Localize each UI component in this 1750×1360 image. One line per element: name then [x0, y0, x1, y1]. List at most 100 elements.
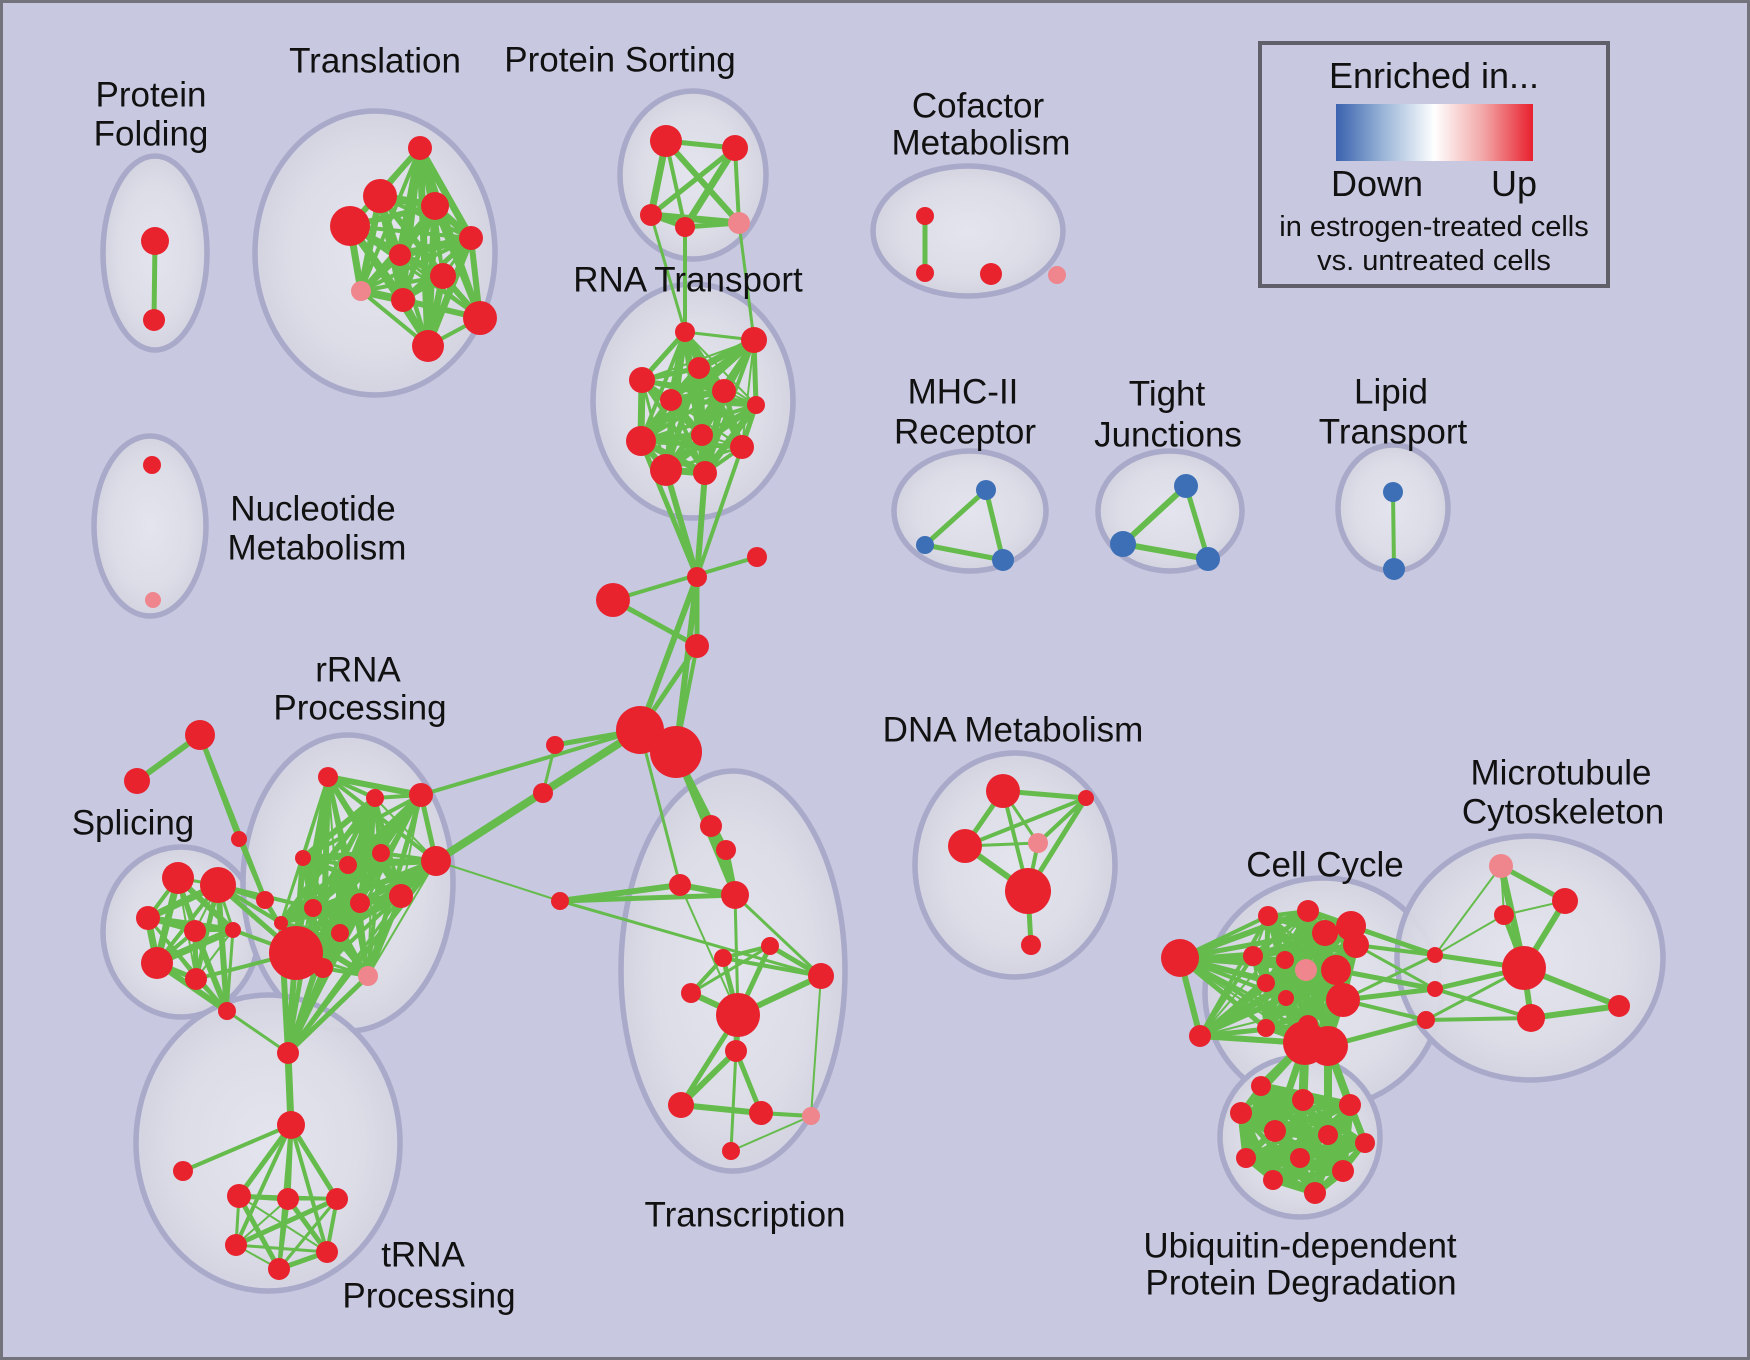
gene-set-node[interactable] [640, 204, 662, 226]
gene-set-node[interactable] [688, 357, 710, 379]
gene-set-node[interactable] [681, 983, 701, 1003]
gene-set-node[interactable] [1258, 906, 1278, 926]
gene-set-node[interactable] [716, 993, 760, 1037]
gene-set-node[interactable] [227, 1184, 251, 1208]
gene-set-node[interactable] [1230, 1102, 1252, 1124]
gene-set-node[interactable] [1318, 1125, 1338, 1145]
gene-set-node[interactable] [1236, 1148, 1256, 1168]
gene-set-node[interactable] [225, 922, 241, 938]
gene-set-node[interactable] [976, 480, 996, 500]
gene-set-node[interactable] [173, 1161, 193, 1181]
gene-set-node[interactable] [1427, 947, 1443, 963]
gene-set-node[interactable] [1276, 951, 1294, 969]
gene-set-node[interactable] [1608, 995, 1630, 1017]
gene-set-node[interactable] [389, 244, 411, 266]
gene-set-node[interactable] [351, 281, 371, 301]
gene-set-node[interactable] [389, 884, 413, 908]
gene-set-node[interactable] [1326, 983, 1360, 1017]
gene-set-node[interactable] [1383, 482, 1403, 502]
gene-set-node[interactable] [1257, 974, 1275, 992]
gene-set-node[interactable] [761, 937, 779, 955]
gene-set-node[interactable] [1021, 935, 1041, 955]
gene-set-node[interactable] [1264, 1120, 1286, 1142]
gene-set-node[interactable] [650, 726, 702, 778]
gene-set-node[interactable] [184, 920, 206, 942]
gene-set-node[interactable] [669, 874, 691, 896]
gene-set-node[interactable] [185, 968, 207, 990]
gene-set-node[interactable] [1489, 854, 1513, 878]
gene-set-node[interactable] [218, 1002, 236, 1020]
gene-set-node[interactable] [1297, 900, 1319, 922]
gene-set-node[interactable] [1339, 1094, 1361, 1116]
gene-set-node[interactable] [722, 1142, 740, 1160]
gene-set-node[interactable] [330, 206, 370, 246]
gene-set-node[interactable] [1383, 558, 1405, 580]
gene-set-node[interactable] [350, 893, 370, 913]
gene-set-node[interactable] [1290, 1148, 1310, 1168]
gene-set-node[interactable] [629, 367, 655, 393]
gene-set-node[interactable] [1196, 547, 1220, 571]
gene-set-node[interactable] [1028, 833, 1048, 853]
gene-set-node[interactable] [277, 1111, 305, 1139]
gene-set-node[interactable] [274, 916, 288, 930]
gene-set-node[interactable] [1355, 1133, 1375, 1153]
gene-set-node[interactable] [459, 226, 483, 250]
gene-set-node[interactable] [980, 263, 1002, 285]
gene-set-node[interactable] [741, 327, 767, 353]
gene-set-node[interactable] [162, 862, 194, 894]
gene-set-node[interactable] [1005, 868, 1051, 914]
gene-set-node[interactable] [700, 815, 722, 837]
gene-set-node[interactable] [124, 768, 150, 794]
gene-set-node[interactable] [712, 379, 736, 403]
gene-set-node[interactable] [1321, 955, 1351, 985]
gene-set-node[interactable] [1332, 1160, 1354, 1182]
gene-set-node[interactable] [463, 301, 497, 335]
gene-set-node[interactable] [722, 135, 748, 161]
gene-set-node[interactable] [141, 227, 169, 255]
gene-set-node[interactable] [747, 547, 767, 567]
gene-set-node[interactable] [316, 1241, 338, 1263]
gene-set-node[interactable] [366, 789, 384, 807]
gene-set-node[interactable] [916, 264, 934, 282]
gene-set-node[interactable] [1312, 920, 1338, 946]
gene-set-node[interactable] [145, 592, 161, 608]
gene-set-node[interactable] [533, 783, 553, 803]
gene-set-node[interactable] [675, 217, 695, 237]
gene-set-node[interactable] [1552, 888, 1578, 914]
gene-set-node[interactable] [185, 720, 215, 750]
gene-set-node[interactable] [747, 396, 765, 414]
gene-set-node[interactable] [675, 322, 695, 342]
gene-set-node[interactable] [714, 949, 732, 967]
gene-set-node[interactable] [268, 1258, 290, 1280]
gene-set-node[interactable] [1251, 1076, 1271, 1096]
gene-set-node[interactable] [363, 179, 397, 213]
gene-set-node[interactable] [277, 1188, 299, 1210]
gene-set-node[interactable] [225, 1234, 247, 1256]
gene-set-node[interactable] [916, 207, 934, 225]
gene-set-node[interactable] [1517, 1004, 1545, 1032]
gene-set-node[interactable] [1243, 946, 1263, 966]
gene-set-node[interactable] [650, 125, 682, 157]
gene-set-node[interactable] [143, 456, 161, 474]
gene-set-node[interactable] [412, 330, 444, 362]
gene-set-node[interactable] [1174, 474, 1198, 498]
gene-set-node[interactable] [1048, 266, 1066, 284]
gene-set-node[interactable] [408, 136, 432, 160]
gene-set-node[interactable] [391, 288, 415, 312]
gene-set-node[interactable] [1502, 946, 1546, 990]
gene-set-node[interactable] [143, 309, 165, 331]
gene-set-node[interactable] [596, 583, 630, 617]
gene-set-node[interactable] [749, 1101, 773, 1125]
gene-set-node[interactable] [660, 389, 682, 411]
gene-set-node[interactable] [1343, 932, 1369, 958]
gene-set-node[interactable] [691, 424, 713, 446]
gene-set-node[interactable] [256, 891, 274, 909]
gene-set-node[interactable] [1295, 959, 1317, 981]
gene-set-node[interactable] [339, 856, 357, 874]
gene-set-node[interactable] [685, 634, 709, 658]
gene-set-node[interactable] [1189, 1025, 1211, 1047]
gene-set-node[interactable] [1078, 790, 1094, 806]
gene-set-node[interactable] [992, 549, 1014, 571]
gene-set-node[interactable] [277, 1042, 299, 1064]
gene-set-node[interactable] [546, 736, 564, 754]
